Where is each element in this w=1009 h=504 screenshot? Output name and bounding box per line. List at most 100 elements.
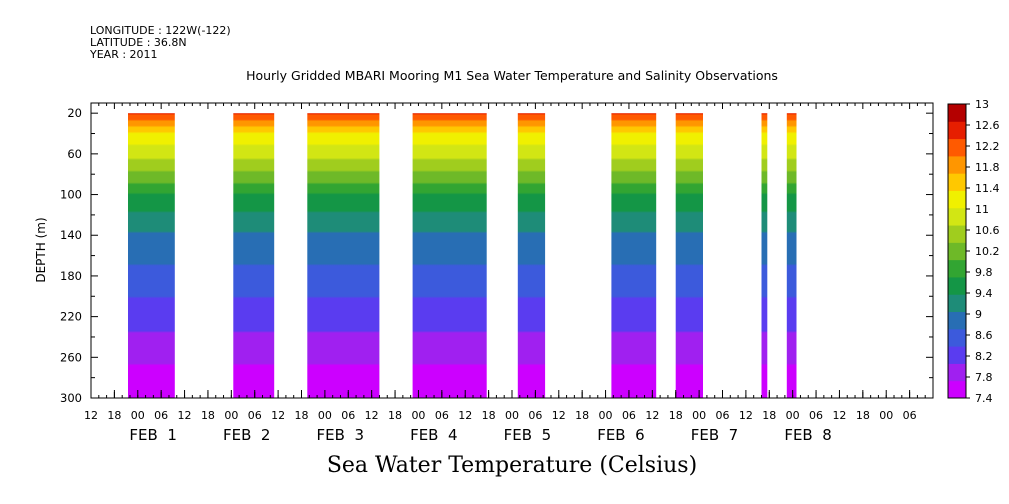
- x-tick-label: 18: [575, 409, 589, 422]
- data-segment: [611, 113, 657, 398]
- data-segment: [412, 113, 487, 398]
- x-day-label: FEB 6: [597, 426, 644, 444]
- colorbar-swatch: [948, 294, 966, 313]
- y-tick-label: 300: [60, 391, 82, 405]
- y-tick-label: 100: [60, 188, 82, 202]
- x-tick-label: 00: [786, 409, 800, 422]
- x-tick-label: 12: [178, 409, 192, 422]
- x-tick-label: 18: [107, 409, 121, 422]
- colorbar-swatch: [948, 104, 966, 122]
- colorbar-swatch: [948, 328, 966, 347]
- colorbar-swatch: [948, 138, 966, 157]
- colorbar-label: 11.4: [975, 182, 1000, 195]
- x-tick-label: 18: [762, 409, 776, 422]
- colorbar-label: 13: [975, 98, 989, 111]
- y-tick-label: 260: [60, 350, 82, 364]
- colorbar-label: 12.2: [975, 140, 1000, 153]
- colorbar-label: 8.6: [975, 329, 993, 342]
- plot-frame: [90, 102, 934, 399]
- x-tick-label: 18: [856, 409, 870, 422]
- colorbar-swatch: [948, 259, 966, 278]
- x-tick-label: 00: [505, 409, 519, 422]
- y-tick-label: 180: [60, 269, 82, 283]
- x-tick-label: 12: [832, 409, 846, 422]
- colorbar-swatch: [948, 242, 966, 261]
- x-day-label: FEB 2: [223, 426, 270, 444]
- x-tick-label: 18: [295, 409, 309, 422]
- colorbar-label: 9.4: [975, 287, 993, 300]
- colorbar-swatch: [948, 190, 966, 209]
- colorbar-label: 7.8: [975, 371, 993, 384]
- x-tick-label: 12: [552, 409, 566, 422]
- chart-title: Hourly Gridded MBARI Mooring M1 Sea Wate…: [246, 68, 778, 83]
- y-tick-label: 60: [67, 147, 82, 161]
- colorbar-label: 10.2: [975, 245, 1000, 258]
- x-tick-label: 18: [201, 409, 215, 422]
- data-segment: [761, 113, 768, 398]
- x-tick-label: 06: [622, 409, 636, 422]
- data-segments: [128, 113, 797, 398]
- x-day-label: FEB 1: [129, 426, 176, 444]
- colorbar-label: 7.4: [975, 392, 993, 405]
- x-day-label: FEB 8: [784, 426, 831, 444]
- x-tick-label: 00: [692, 409, 706, 422]
- x-tick-label: 18: [482, 409, 496, 422]
- x-day-label: FEB 4: [410, 426, 457, 444]
- x-tick-label: 06: [435, 409, 449, 422]
- x-tick-label: 00: [318, 409, 332, 422]
- x-tick-label: 18: [388, 409, 402, 422]
- colorbar-label: 12.6: [975, 119, 1000, 132]
- colorbar-label: 10.6: [975, 224, 1000, 237]
- data-segment: [675, 113, 703, 398]
- x-tick-label: 12: [458, 409, 472, 422]
- colorbar-swatch: [948, 346, 966, 364]
- data-segment: [517, 113, 546, 398]
- data-segment: [128, 113, 175, 398]
- x-tick-label: 00: [131, 409, 145, 422]
- x-tick-label: 12: [645, 409, 659, 422]
- y-axis-label: DEPTH (m): [34, 217, 48, 282]
- colorbar-swatch: [948, 380, 966, 399]
- x-tick-label: 06: [528, 409, 542, 422]
- y-tick-label: 140: [60, 228, 82, 242]
- y-tick-label: 20: [67, 106, 82, 120]
- data-segment: [233, 113, 275, 398]
- x-tick-label: 06: [248, 409, 262, 422]
- x-tick-label: 00: [599, 409, 613, 422]
- x-tick-label: 00: [879, 409, 893, 422]
- colorbar-label: 11.8: [975, 161, 1000, 174]
- y-tick-label: 220: [60, 310, 82, 324]
- x-tick-label: 12: [739, 409, 753, 422]
- x-tick-label: 06: [716, 409, 730, 422]
- x-tick-label: 06: [154, 409, 168, 422]
- data-segment: [307, 113, 380, 398]
- colorbar-label: 8.2: [975, 350, 993, 363]
- x-tick-label: 00: [411, 409, 425, 422]
- colorbar-label: 9.8: [975, 266, 993, 279]
- x-tick-label: 06: [809, 409, 823, 422]
- x-tick-label: 12: [84, 409, 98, 422]
- axes: 12 18 00 06 12 18 00 06 12 18 00 06 12 18 00 06 12 18 00 06…: [60, 103, 934, 444]
- colorbar-label: 9: [975, 308, 982, 321]
- colorbar-swatch: [948, 225, 966, 243]
- colorbar-label: 11: [975, 203, 989, 216]
- colorbar-swatch: [948, 276, 966, 295]
- x-tick-label: 06: [903, 409, 917, 422]
- colorbar-swatch: [948, 311, 966, 330]
- latitude-label: LATITUDE : 36.8N: [90, 36, 187, 49]
- x-day-label: FEB 7: [691, 426, 738, 444]
- x-tick-label: 18: [669, 409, 683, 422]
- colorbar-swatch: [948, 363, 966, 382]
- x-tick-label: 12: [271, 409, 285, 422]
- x-tick-label: 12: [365, 409, 379, 422]
- longitude-label: LONGITUDE : 122W(-122): [90, 24, 231, 37]
- x-tick-label: 00: [224, 409, 238, 422]
- colorbar: 13 12.6 12.2 11.8 11.4 11 10.6 10.2 9.8 9.4 9 8.6 8.…: [947, 98, 1000, 405]
- colorbar-swatch: [948, 173, 966, 191]
- x-axis-title: Sea Water Temperature (Celsius): [326, 453, 698, 478]
- x-tick-label: 06: [341, 409, 355, 422]
- data-segment: [786, 113, 797, 398]
- x-day-label: FEB 5: [504, 426, 551, 444]
- colorbar-swatch: [948, 121, 966, 140]
